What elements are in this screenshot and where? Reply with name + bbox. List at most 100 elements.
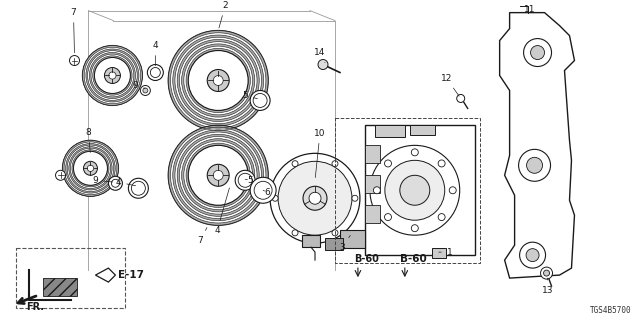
- Text: B-60: B-60: [354, 254, 379, 264]
- Circle shape: [83, 45, 142, 105]
- Bar: [335, 118, 479, 263]
- Circle shape: [213, 170, 223, 180]
- Text: 7: 7: [197, 228, 207, 245]
- Circle shape: [250, 177, 276, 203]
- Text: FR.: FR.: [27, 302, 45, 312]
- Bar: [375, 125, 405, 137]
- Bar: [15, 248, 125, 308]
- Circle shape: [168, 31, 268, 130]
- Circle shape: [400, 175, 430, 205]
- Bar: [340, 230, 365, 248]
- Circle shape: [56, 170, 65, 180]
- Circle shape: [352, 195, 358, 201]
- Circle shape: [541, 267, 552, 279]
- Circle shape: [303, 186, 327, 210]
- Circle shape: [95, 58, 131, 93]
- Circle shape: [318, 60, 328, 69]
- Text: 2: 2: [219, 1, 228, 28]
- Circle shape: [270, 153, 360, 243]
- Bar: [43, 278, 77, 296]
- Circle shape: [527, 157, 543, 173]
- Circle shape: [278, 161, 352, 235]
- Circle shape: [457, 94, 465, 102]
- Circle shape: [449, 187, 456, 194]
- Circle shape: [385, 213, 392, 220]
- Text: 4: 4: [214, 188, 229, 235]
- Circle shape: [207, 69, 229, 92]
- Circle shape: [438, 160, 445, 167]
- Circle shape: [213, 76, 223, 85]
- Text: 3: 3: [339, 236, 350, 252]
- Circle shape: [235, 170, 255, 190]
- Text: 13: 13: [542, 278, 554, 295]
- Text: 1: 1: [439, 248, 452, 257]
- Circle shape: [150, 68, 161, 77]
- Circle shape: [531, 45, 545, 60]
- Text: 4: 4: [116, 178, 136, 187]
- Circle shape: [412, 225, 419, 232]
- Bar: [302, 235, 320, 247]
- Circle shape: [385, 160, 445, 220]
- Text: 6: 6: [263, 188, 270, 197]
- Text: E-17: E-17: [118, 270, 145, 280]
- Circle shape: [131, 181, 145, 195]
- Bar: [365, 145, 380, 163]
- Text: 14: 14: [314, 48, 326, 62]
- Circle shape: [83, 161, 97, 175]
- Text: 8: 8: [86, 128, 92, 153]
- Bar: [365, 175, 380, 193]
- Circle shape: [238, 173, 252, 187]
- Circle shape: [188, 51, 248, 110]
- Circle shape: [188, 145, 248, 205]
- Circle shape: [70, 56, 79, 66]
- Bar: [365, 205, 380, 223]
- Circle shape: [518, 149, 550, 181]
- Circle shape: [543, 270, 550, 276]
- Circle shape: [143, 88, 148, 93]
- Circle shape: [129, 178, 148, 198]
- Text: 9: 9: [93, 176, 113, 185]
- Circle shape: [373, 187, 380, 194]
- Text: B-60: B-60: [400, 254, 427, 264]
- Circle shape: [111, 179, 120, 187]
- Circle shape: [109, 72, 116, 79]
- Bar: [410, 125, 435, 135]
- Circle shape: [168, 125, 268, 225]
- Text: 5: 5: [243, 91, 257, 100]
- Circle shape: [147, 65, 163, 81]
- Text: TGS4B5700: TGS4B5700: [589, 306, 632, 315]
- Circle shape: [108, 176, 122, 190]
- Text: 10: 10: [314, 129, 326, 178]
- Text: 4: 4: [152, 41, 158, 66]
- Circle shape: [524, 39, 552, 67]
- Circle shape: [87, 165, 93, 172]
- Circle shape: [412, 149, 419, 156]
- Circle shape: [254, 181, 272, 199]
- Bar: [365, 125, 475, 255]
- Circle shape: [520, 242, 545, 268]
- Circle shape: [253, 93, 267, 108]
- Bar: [432, 248, 445, 258]
- Circle shape: [332, 161, 338, 167]
- Circle shape: [104, 68, 120, 84]
- Circle shape: [292, 230, 298, 236]
- Circle shape: [370, 145, 460, 235]
- Circle shape: [438, 213, 445, 220]
- Polygon shape: [500, 12, 575, 278]
- Text: 5: 5: [245, 176, 253, 185]
- Circle shape: [250, 91, 270, 110]
- Circle shape: [332, 230, 338, 236]
- Text: 12: 12: [441, 74, 459, 96]
- Circle shape: [140, 85, 150, 95]
- Text: 9: 9: [132, 81, 145, 90]
- Circle shape: [309, 192, 321, 204]
- Text: 11: 11: [524, 5, 535, 14]
- Circle shape: [74, 151, 108, 185]
- Circle shape: [207, 164, 229, 186]
- Circle shape: [526, 249, 539, 262]
- Bar: [325, 238, 343, 250]
- Circle shape: [292, 161, 298, 167]
- Circle shape: [272, 195, 278, 201]
- Text: 7: 7: [70, 8, 76, 53]
- Circle shape: [385, 160, 392, 167]
